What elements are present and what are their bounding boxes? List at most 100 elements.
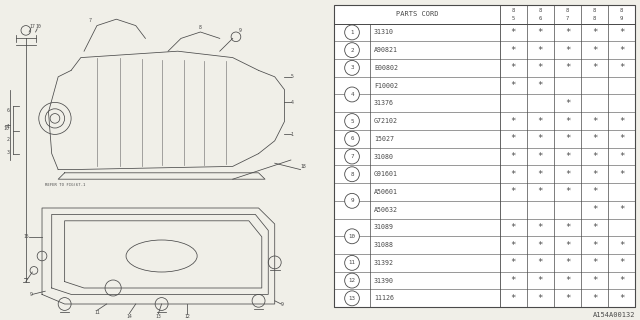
Text: 5: 5	[511, 16, 515, 21]
Text: *: *	[619, 28, 625, 37]
Text: *: *	[511, 81, 516, 90]
Text: *: *	[592, 205, 597, 214]
Text: F10002: F10002	[374, 83, 398, 89]
Text: A50632: A50632	[374, 207, 398, 213]
Text: REFER TO FIG(67-1: REFER TO FIG(67-1	[45, 183, 86, 187]
Text: 31310: 31310	[374, 29, 394, 36]
Text: 18: 18	[301, 164, 307, 169]
Text: *: *	[564, 276, 570, 285]
Text: *: *	[619, 152, 625, 161]
Text: *: *	[511, 63, 516, 72]
Text: *: *	[592, 170, 597, 179]
Text: A90821: A90821	[374, 47, 398, 53]
Text: 8: 8	[511, 8, 515, 12]
Text: 8: 8	[350, 172, 354, 177]
Text: *: *	[619, 241, 625, 250]
Text: PARTS CORD: PARTS CORD	[396, 11, 438, 17]
Text: *: *	[538, 223, 543, 232]
Text: *: *	[511, 170, 516, 179]
Text: 8: 8	[539, 8, 542, 12]
Text: G91601: G91601	[374, 171, 398, 177]
Circle shape	[345, 229, 360, 244]
Circle shape	[345, 149, 360, 164]
Text: *: *	[592, 294, 597, 303]
Text: *: *	[564, 99, 570, 108]
Text: *: *	[564, 116, 570, 125]
Text: *: *	[511, 152, 516, 161]
Text: *: *	[564, 46, 570, 55]
Text: *: *	[564, 63, 570, 72]
Text: 8: 8	[593, 16, 596, 21]
Text: *: *	[538, 81, 543, 90]
Text: *: *	[511, 294, 516, 303]
Text: *: *	[564, 28, 570, 37]
Text: *: *	[511, 258, 516, 268]
Circle shape	[345, 131, 360, 146]
Text: 2: 2	[7, 137, 10, 142]
Text: *: *	[511, 276, 516, 285]
Text: *: *	[511, 134, 516, 143]
Text: 4: 4	[291, 100, 294, 105]
Text: G72102: G72102	[374, 118, 398, 124]
Text: *: *	[592, 134, 597, 143]
Text: *: *	[592, 63, 597, 72]
Text: 3: 3	[350, 65, 354, 70]
Text: 8: 8	[620, 8, 623, 12]
Text: 6: 6	[350, 136, 354, 141]
Text: *: *	[619, 294, 625, 303]
Text: 2: 2	[350, 48, 354, 53]
Text: *: *	[511, 28, 516, 37]
Text: 12: 12	[184, 314, 190, 319]
Circle shape	[345, 60, 360, 75]
Text: 6: 6	[539, 16, 542, 21]
Text: 10: 10	[3, 125, 9, 131]
Text: 31080: 31080	[374, 154, 394, 159]
Text: *: *	[538, 116, 543, 125]
Text: *: *	[564, 188, 570, 196]
Text: *: *	[564, 258, 570, 268]
Text: 10: 10	[36, 24, 42, 29]
Circle shape	[345, 87, 360, 102]
Circle shape	[345, 43, 360, 58]
Text: *: *	[564, 134, 570, 143]
Text: *: *	[619, 134, 625, 143]
Text: 31392: 31392	[374, 260, 394, 266]
Text: 5: 5	[291, 74, 294, 79]
Text: 6: 6	[7, 108, 10, 113]
Circle shape	[345, 291, 360, 306]
Text: *: *	[619, 205, 625, 214]
Text: A154A00132: A154A00132	[593, 312, 636, 318]
Text: A50601: A50601	[374, 189, 398, 195]
Text: *: *	[538, 63, 543, 72]
Text: *: *	[592, 276, 597, 285]
Text: 13: 13	[349, 296, 356, 301]
Text: 11: 11	[94, 310, 100, 315]
Text: 31376: 31376	[374, 100, 394, 106]
Text: 15: 15	[23, 234, 29, 239]
Text: E00802: E00802	[374, 65, 398, 71]
Text: *: *	[592, 46, 597, 55]
Circle shape	[345, 273, 360, 288]
Text: *: *	[619, 170, 625, 179]
Text: *: *	[564, 152, 570, 161]
Circle shape	[345, 193, 360, 208]
Text: *: *	[511, 116, 516, 125]
Text: 7: 7	[350, 154, 354, 159]
Text: *: *	[564, 223, 570, 232]
Text: *: *	[511, 223, 516, 232]
Text: 8: 8	[199, 25, 202, 30]
Text: *: *	[538, 28, 543, 37]
Text: *: *	[538, 276, 543, 285]
Text: *: *	[619, 46, 625, 55]
Text: *: *	[592, 116, 597, 125]
Text: 11126: 11126	[374, 295, 394, 301]
Text: 13: 13	[156, 314, 161, 319]
Text: 31390: 31390	[374, 278, 394, 284]
Text: *: *	[538, 152, 543, 161]
Text: 31088: 31088	[374, 242, 394, 248]
Text: *: *	[538, 258, 543, 268]
Text: *: *	[592, 28, 597, 37]
Text: *: *	[538, 170, 543, 179]
Text: 12: 12	[349, 278, 356, 283]
Text: 5: 5	[350, 118, 354, 124]
